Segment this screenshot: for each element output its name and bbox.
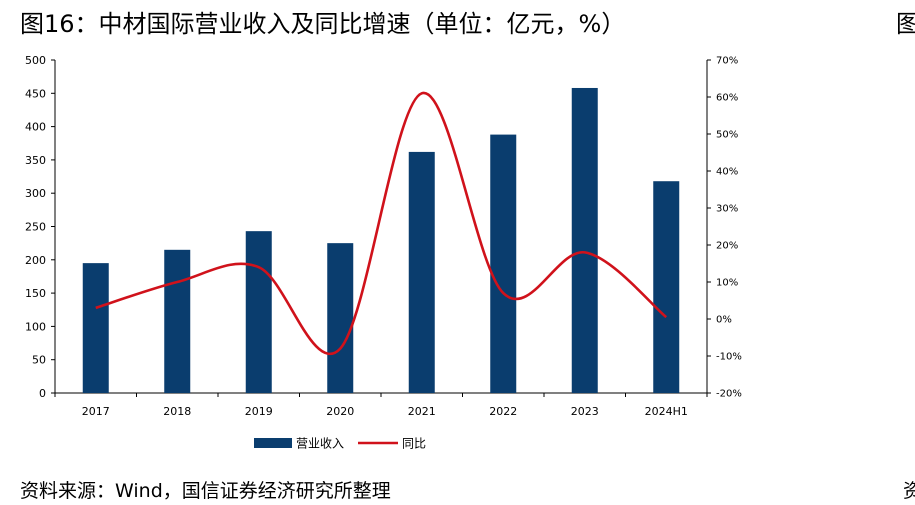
right-axis-tick-label: -10% <box>716 352 742 363</box>
right-axis-tick-label: 10% <box>716 278 738 289</box>
bar <box>653 181 680 393</box>
chart-title: 图16：中材国际营业收入及同比增速（单位：亿元，%） <box>20 10 626 38</box>
right-axis-tick-label: 30% <box>716 204 738 215</box>
left-axis-tick-label: 250 <box>25 221 46 234</box>
x-axis-tick-label: 2020 <box>326 405 354 418</box>
source-note: 资料来源：Wind，国信证券经济研究所整理 <box>20 480 391 502</box>
line-series <box>95 91 668 356</box>
chart: 0 50 100 150 200 250 300 350 400 450 500 -20% -10% 0… <box>25 54 742 451</box>
x-axis-tick-label: 2024H1 <box>645 405 688 418</box>
left-axis-tick-label: 200 <box>25 254 46 267</box>
left-axis-tick-label: 350 <box>25 154 46 167</box>
x-axis-tick-label: 2017 <box>82 405 110 418</box>
x-axis-tick-label: 2018 <box>163 405 191 418</box>
next-figure-source-fragment: 资 <box>903 480 915 502</box>
bar <box>164 249 191 393</box>
x-axis-tick-label: 2021 <box>408 405 436 418</box>
right-axis-tick-label: 20% <box>716 241 738 252</box>
left-axis-tick-label: 100 <box>25 320 46 333</box>
bar <box>82 263 109 393</box>
legend-label-line: 同比 <box>402 437 426 451</box>
left-axis: 0 50 100 150 200 250 300 350 400 450 500 <box>25 54 56 400</box>
x-axis-tick-label: 2023 <box>571 405 599 418</box>
bar <box>571 87 598 394</box>
bar <box>408 151 435 393</box>
bar <box>490 134 517 394</box>
bar-series <box>82 87 680 394</box>
right-axis-tick-label: 0% <box>716 315 732 326</box>
bar <box>327 243 354 393</box>
left-axis-tick-label: 500 <box>25 54 46 67</box>
bar <box>245 231 272 393</box>
legend-swatch-bar <box>254 438 292 448</box>
left-axis-tick-label: 400 <box>25 121 46 134</box>
left-axis-tick-label: 450 <box>25 87 46 100</box>
yoy-growth-line <box>95 91 668 356</box>
left-axis-tick-label: 50 <box>32 354 46 367</box>
left-axis-tick-label: 300 <box>25 187 46 200</box>
right-axis-tick-label: 70% <box>716 56 738 67</box>
x-axis-tick-label: 2019 <box>245 405 273 418</box>
x-axis-tick-label: 2022 <box>489 405 517 418</box>
right-axis-tick-label: 60% <box>716 93 738 104</box>
legend: 营业收入 同比 <box>254 437 426 451</box>
left-axis-tick-label: 150 <box>25 287 46 300</box>
left-axis-tick-label: 0 <box>39 387 46 400</box>
x-axis: 2017 2018 2019 2020 2021 2022 2023 2024H1 <box>54 392 708 418</box>
right-axis-tick-label: 50% <box>716 130 738 141</box>
legend-label-bar: 营业收入 <box>296 437 344 451</box>
right-axis-tick-label: 40% <box>716 167 738 178</box>
next-figure-title-fragment: 图 <box>896 10 915 38</box>
right-axis: -20% -10% 0% 10% 20% 30% 40% 50% 60% 70% <box>706 56 742 400</box>
right-axis-tick-label: -20% <box>716 389 742 400</box>
